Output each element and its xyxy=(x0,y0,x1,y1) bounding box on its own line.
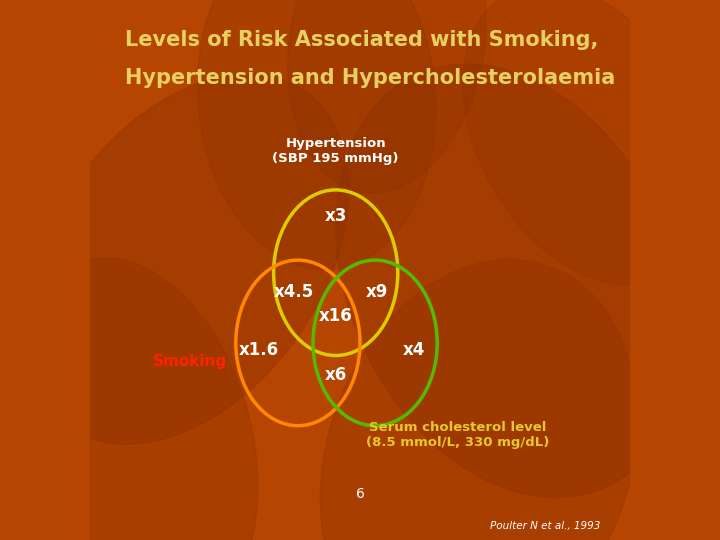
Text: x3: x3 xyxy=(325,207,347,225)
Text: x4: x4 xyxy=(402,341,426,359)
Text: Levels of Risk Associated with Smoking,: Levels of Risk Associated with Smoking, xyxy=(125,30,598,51)
Ellipse shape xyxy=(320,259,637,540)
Ellipse shape xyxy=(9,258,258,540)
Text: x16: x16 xyxy=(319,307,353,325)
Text: Poulter N et al., 1993: Poulter N et al., 1993 xyxy=(490,522,600,531)
Text: x9: x9 xyxy=(366,282,389,301)
Text: Hypertension
(SBP 195 mmHg): Hypertension (SBP 195 mmHg) xyxy=(272,137,399,165)
Text: Smoking: Smoking xyxy=(153,354,227,369)
Ellipse shape xyxy=(336,64,687,497)
Text: Serum cholesterol level
(8.5 mmol/L, 330 mg/dL): Serum cholesterol level (8.5 mmol/L, 330… xyxy=(366,421,549,449)
Text: x4.5: x4.5 xyxy=(274,282,314,301)
Text: 6: 6 xyxy=(356,487,364,501)
Ellipse shape xyxy=(197,0,436,269)
Ellipse shape xyxy=(463,0,711,285)
Text: Hypertension and Hypercholesterolaemia: Hypertension and Hypercholesterolaemia xyxy=(125,68,616,89)
Text: x6: x6 xyxy=(325,366,347,384)
Ellipse shape xyxy=(288,0,486,193)
Text: x1.6: x1.6 xyxy=(238,341,279,359)
Ellipse shape xyxy=(26,74,348,444)
